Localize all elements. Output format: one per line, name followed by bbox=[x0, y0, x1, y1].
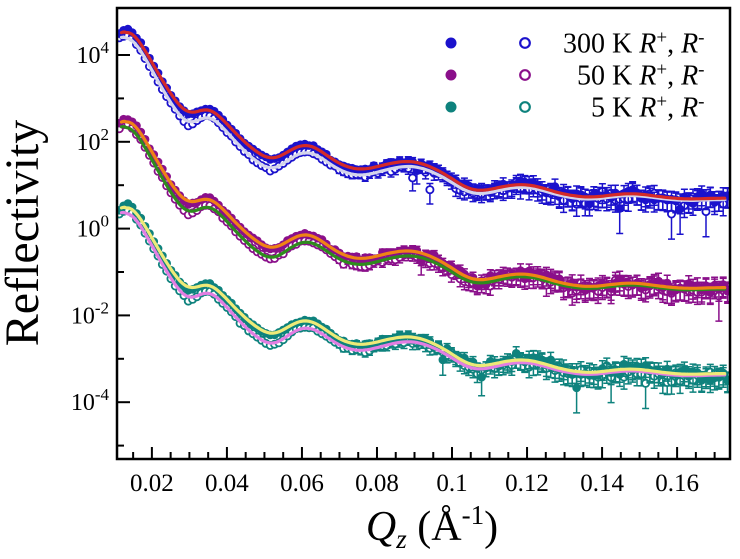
fit-line-300k-r-minus bbox=[119, 35, 727, 202]
y-tick-label: 104 bbox=[77, 38, 110, 69]
legend: 300 K R+, R-50 K R+, R-5 K R+, R- bbox=[445, 28, 705, 124]
data-point-filled bbox=[723, 375, 729, 385]
data-point-open bbox=[408, 173, 418, 183]
x-axis-label: Qz (Å-1) bbox=[366, 500, 498, 554]
fit-line-50k-r-minus bbox=[119, 124, 727, 292]
data-point-filled bbox=[511, 349, 521, 358]
x-tick-label: 0.1 bbox=[436, 470, 467, 497]
error-bar bbox=[573, 376, 581, 414]
x-tick-label: 0.12 bbox=[505, 470, 549, 497]
legend-item-5k: 5 K R+, R- bbox=[445, 92, 705, 124]
data-point-filled bbox=[572, 383, 581, 393]
x-tick-label: 0.06 bbox=[280, 470, 324, 497]
data-point-filled bbox=[654, 276, 663, 286]
data-point-filled bbox=[615, 204, 624, 213]
legend-item-50k: 50 K R+, R- bbox=[445, 60, 705, 92]
data-point-filled bbox=[477, 372, 486, 382]
y-tick-label: 100 bbox=[77, 212, 110, 243]
legend-open-marker bbox=[519, 37, 531, 49]
axes: 0.02 0.04 0.06 0.08 0.1 0.12 0.14 0.16 104 102 100… bbox=[71, 38, 716, 497]
data-area bbox=[118, 24, 729, 414]
legend-label: 50 K R+, R- bbox=[577, 60, 705, 92]
plot-border bbox=[115, 6, 732, 461]
fit-line-5k-r-minus bbox=[119, 210, 727, 378]
x-tick-label: 0.02 bbox=[130, 470, 174, 497]
x-axis-label-text: Qz (Å-1) bbox=[366, 500, 498, 554]
data-point-filled bbox=[546, 355, 555, 365]
x-tick-label: 0.04 bbox=[205, 470, 249, 497]
data-point-open bbox=[425, 185, 435, 195]
legend-filled-marker bbox=[445, 69, 457, 81]
fit-line-300k-r-plus bbox=[119, 30, 727, 201]
legend-label: 5 K R+, R- bbox=[591, 92, 705, 124]
x-tick-label: 0.16 bbox=[655, 470, 699, 497]
x-tick-label: 0.08 bbox=[355, 470, 399, 497]
y-axis-label: Reflectivity bbox=[0, 120, 49, 347]
legend-open-marker bbox=[519, 69, 531, 81]
fit-line-50k-r-plus bbox=[119, 119, 727, 290]
legend-filled-marker bbox=[445, 37, 457, 49]
legend-label: 300 K R+, R- bbox=[563, 28, 705, 60]
data-point-filled bbox=[438, 355, 448, 365]
legend-open-marker bbox=[519, 101, 531, 113]
legend-item-300k: 300 K R+, R- bbox=[445, 28, 705, 60]
legend-filled-marker bbox=[445, 101, 457, 113]
series-5k-r-plus-markers bbox=[118, 199, 729, 414]
x-tick-label: 0.14 bbox=[580, 470, 624, 497]
data-point-filled bbox=[675, 204, 685, 214]
fit-line-5k-r-plus bbox=[119, 205, 727, 376]
y-tick-label: 102 bbox=[77, 125, 110, 156]
y-tick-label: 10-4 bbox=[71, 385, 110, 416]
data-point-filled bbox=[550, 182, 560, 191]
data-point-filled bbox=[680, 365, 689, 375]
y-tick-label: 10-2 bbox=[71, 298, 109, 329]
